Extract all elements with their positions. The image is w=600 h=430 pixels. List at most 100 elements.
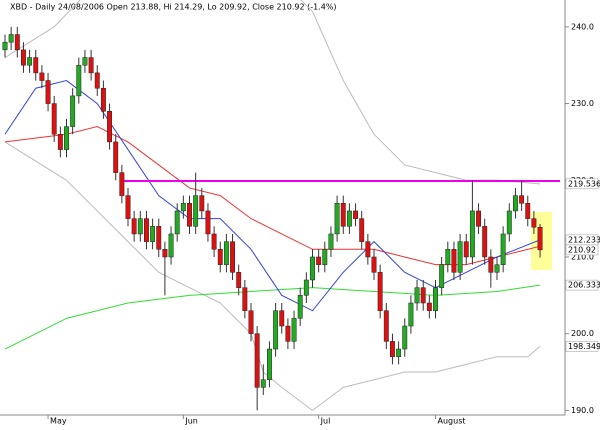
candle-body [463, 241, 469, 258]
y-tick-label: 230.0 [571, 99, 594, 108]
candle-body [414, 287, 420, 304]
candle-body [482, 226, 488, 258]
candle-body [365, 241, 371, 258]
candle-body [33, 57, 39, 74]
candle-body [180, 203, 186, 212]
candle-body [500, 233, 506, 265]
candle-body [137, 218, 143, 235]
candle-body [217, 249, 223, 265]
plot-area [2, 0, 560, 412]
candle-body [525, 203, 531, 219]
candle-body [125, 195, 131, 219]
candle-body [273, 310, 279, 350]
candle-body [371, 256, 377, 273]
price-tag [565, 244, 599, 256]
candle-body [377, 272, 383, 311]
y-tick-label: 190.0 [571, 406, 594, 415]
x-tick-label: Jul [320, 417, 331, 426]
candle-body [494, 264, 500, 273]
candle-body [279, 310, 285, 327]
candle-body [242, 287, 248, 311]
candle-body [402, 325, 408, 350]
candle-body [150, 226, 156, 242]
price-tag [565, 178, 599, 190]
candle-body [199, 195, 205, 212]
x-tick-label: August [438, 417, 466, 426]
candle-body [193, 195, 199, 227]
candle-body [537, 226, 543, 251]
candle-body [291, 318, 297, 342]
candle-body [100, 87, 106, 112]
candle-body [353, 210, 359, 219]
candle-body [267, 348, 272, 380]
candle-body [94, 72, 100, 89]
candle-body [439, 264, 445, 288]
candle-body [426, 302, 432, 311]
candle-body [45, 80, 51, 104]
candle-body [211, 233, 217, 250]
price-tag [565, 341, 599, 352]
candle-body [310, 256, 315, 281]
candle-body [396, 348, 402, 357]
candle-body [70, 95, 76, 127]
x-tick-label: May [50, 417, 67, 426]
candle-body [248, 310, 254, 334]
candle-body [8, 34, 14, 43]
candle-body [451, 249, 457, 273]
chart-title: XBD - Daily 24/08/2006 Open 213.88, Hi 2… [10, 3, 337, 12]
candle-body [64, 126, 69, 150]
candle-body [322, 249, 328, 265]
candle-body [346, 210, 352, 227]
candle-body [297, 295, 303, 319]
candle-body [57, 133, 63, 150]
candle-body [285, 325, 291, 342]
candle-body [156, 226, 162, 250]
x-tick-label: Jun [184, 417, 198, 426]
candle-body [328, 233, 334, 250]
candle-body [531, 218, 537, 228]
candle-body [76, 64, 82, 97]
candle-body [144, 218, 149, 242]
candle-body [223, 241, 229, 265]
overlay-line [4, 141, 541, 412]
candle-body [39, 72, 45, 81]
candle-body [469, 210, 475, 258]
candle-body [420, 287, 426, 304]
price-tag-label: 198.349 [568, 342, 600, 351]
candle-body [230, 241, 236, 273]
y-tick-label: 200.0 [571, 329, 594, 338]
candle-body [316, 256, 322, 265]
candle-body [303, 279, 309, 296]
price-tag [565, 279, 599, 291]
y-tick-label: 210.0 [571, 252, 594, 261]
candle-body [506, 210, 512, 235]
candle-body [236, 272, 242, 288]
candle-body [113, 141, 119, 173]
candle-body [168, 233, 174, 258]
candle-body [340, 203, 346, 227]
candle-body [488, 256, 494, 273]
candle-body [334, 203, 340, 235]
candle-body [390, 341, 395, 357]
candle-body [513, 195, 518, 212]
candle-body [131, 218, 137, 235]
candle-body [107, 110, 112, 143]
candle-body [88, 57, 94, 74]
candle-body [21, 49, 26, 66]
candle-body [445, 249, 451, 265]
candle-body [519, 195, 525, 204]
candle-body [254, 333, 260, 388]
candle-body [2, 41, 8, 51]
price-tag-label: 219.536 [568, 179, 600, 188]
price-tag-label: 210.92 [568, 245, 596, 254]
candle-body [408, 302, 414, 327]
candle-body [457, 241, 463, 273]
candle-body [51, 103, 57, 135]
candle-body [187, 203, 192, 227]
candle-body [162, 249, 168, 258]
candle-body [174, 210, 180, 235]
candle-body [14, 34, 20, 51]
candle-body [476, 210, 482, 227]
candle-body [27, 57, 33, 66]
